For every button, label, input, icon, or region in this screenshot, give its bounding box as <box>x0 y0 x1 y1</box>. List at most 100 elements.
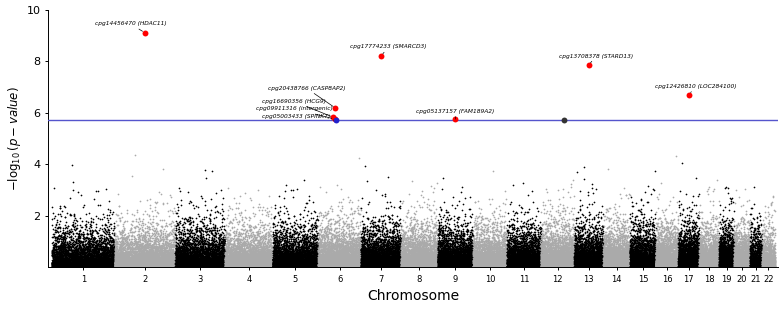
Point <box>98 259 111 264</box>
Point <box>588 263 601 268</box>
Point <box>247 264 260 269</box>
Point <box>310 248 322 252</box>
Point <box>572 263 585 268</box>
Point <box>260 263 273 268</box>
Point <box>566 258 579 263</box>
Point <box>666 264 679 269</box>
Point <box>98 257 111 262</box>
Point <box>187 263 199 268</box>
Point <box>615 263 627 268</box>
Point <box>747 255 760 260</box>
Point <box>415 263 427 268</box>
Point <box>503 263 516 268</box>
Point <box>241 262 254 267</box>
Point <box>530 260 543 265</box>
Point <box>724 263 736 268</box>
Point <box>280 261 292 266</box>
Point <box>187 257 199 262</box>
Point <box>630 237 643 242</box>
Point <box>131 252 143 257</box>
Point <box>203 252 216 257</box>
Point <box>352 261 365 266</box>
Point <box>610 255 622 260</box>
Point <box>250 225 263 230</box>
Point <box>752 259 764 264</box>
Point <box>477 264 489 269</box>
Point <box>223 256 235 261</box>
Point <box>400 259 412 264</box>
Point <box>740 256 753 261</box>
Point <box>548 257 561 262</box>
Point <box>716 243 728 248</box>
Point <box>581 243 593 248</box>
Point <box>717 246 730 251</box>
Point <box>161 258 173 263</box>
Point <box>245 247 257 252</box>
Point <box>341 262 354 267</box>
Point <box>297 229 310 234</box>
Point <box>178 259 191 264</box>
Point <box>300 254 313 259</box>
Point <box>546 264 559 269</box>
Point <box>477 262 489 267</box>
Point <box>92 188 104 193</box>
Point <box>525 260 538 265</box>
Point <box>115 244 128 249</box>
Point <box>448 258 460 263</box>
Point <box>405 264 418 269</box>
Point <box>189 264 201 269</box>
Point <box>107 257 120 262</box>
Point <box>718 257 731 262</box>
Point <box>303 249 316 254</box>
Point <box>154 263 166 268</box>
Point <box>658 247 670 252</box>
Point <box>311 255 324 260</box>
Point <box>554 244 566 249</box>
Point <box>58 260 71 265</box>
Point <box>132 240 144 245</box>
Point <box>660 261 673 266</box>
Point <box>96 253 108 258</box>
Point <box>338 253 350 258</box>
Point <box>202 250 215 255</box>
Point <box>364 261 376 266</box>
Point <box>689 260 702 265</box>
Point <box>670 240 682 245</box>
Point <box>298 258 310 263</box>
Point <box>544 262 557 267</box>
Point <box>744 255 757 260</box>
Point <box>309 264 321 269</box>
Point <box>383 264 396 269</box>
Point <box>459 250 472 255</box>
Point <box>724 262 736 267</box>
Point <box>174 255 187 260</box>
Point <box>759 259 771 264</box>
Point <box>241 263 253 268</box>
Point <box>357 265 369 269</box>
Point <box>587 251 600 256</box>
Point <box>192 205 205 210</box>
Point <box>716 217 728 222</box>
Point <box>90 251 103 256</box>
Point <box>132 259 145 264</box>
Point <box>541 257 554 262</box>
Point <box>267 252 279 256</box>
Point <box>332 259 344 264</box>
Point <box>529 262 542 267</box>
Point <box>738 234 750 239</box>
Point <box>634 244 647 249</box>
Point <box>648 261 660 266</box>
Point <box>383 263 395 268</box>
Point <box>55 245 67 250</box>
Point <box>142 264 154 269</box>
Point <box>307 243 320 248</box>
Point <box>742 264 754 269</box>
Point <box>684 257 696 262</box>
Point <box>438 249 451 254</box>
Point <box>527 257 539 262</box>
Point <box>729 260 742 265</box>
Point <box>157 257 169 262</box>
Point <box>367 252 379 256</box>
Point <box>98 264 111 269</box>
Point <box>140 264 152 269</box>
